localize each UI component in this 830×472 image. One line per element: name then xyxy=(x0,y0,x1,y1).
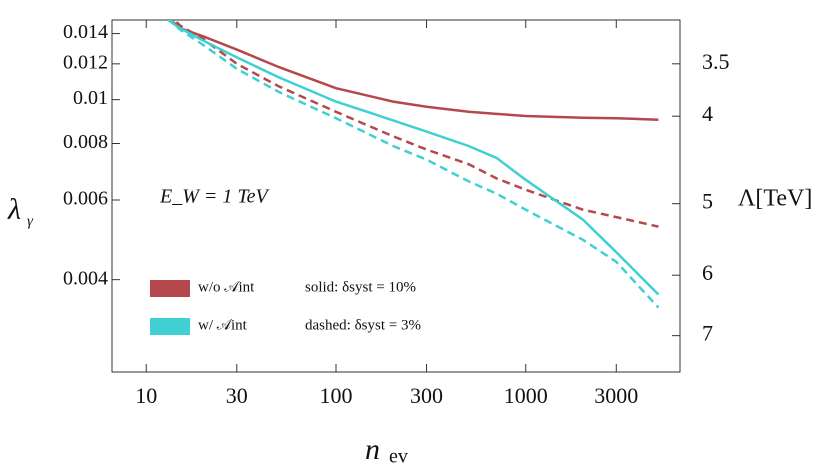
y2-tick-label: 6 xyxy=(702,260,713,285)
x-label-sub: ev xyxy=(389,446,408,468)
series-line xyxy=(168,20,659,121)
y-label: λ γ xyxy=(7,193,34,230)
annotation: E_W = 1 TeV xyxy=(159,186,271,208)
y-label-sub: γ xyxy=(27,213,34,229)
x-label-main: n xyxy=(365,433,380,466)
x-tick-label: 1000 xyxy=(504,383,548,408)
y2-tick-label: 4 xyxy=(702,101,713,126)
legend-swatch xyxy=(150,318,190,335)
legend-label: w/o 𝒜int xyxy=(198,279,255,295)
line-style-label: dashed: δsyst = 3% xyxy=(305,317,421,333)
y-tick-label: 0.014 xyxy=(63,21,108,43)
y2-tick-label: 5 xyxy=(702,189,713,214)
x-tick-label: 30 xyxy=(226,383,248,408)
series-line xyxy=(167,20,660,296)
y-tick-label: 0.008 xyxy=(63,131,108,153)
x-tick-label: 300 xyxy=(410,383,443,408)
y2-tick-label: 7 xyxy=(702,321,713,346)
y-label-main: λ xyxy=(7,193,21,226)
y-tick-label: 0.012 xyxy=(63,51,108,73)
legend-label: w/ 𝒜int xyxy=(198,317,248,333)
x-tick-label: 100 xyxy=(319,383,352,408)
x-label: n ev xyxy=(365,433,408,468)
y2-label: Λ[TeV] xyxy=(738,186,812,212)
line-style-label: solid: δsyst = 10% xyxy=(305,279,416,295)
y-tick-label: 0.006 xyxy=(63,188,108,210)
series-line xyxy=(173,20,659,228)
y2-tick-label: 3.5 xyxy=(702,49,730,74)
y-tick-label: 0.01 xyxy=(73,87,108,109)
plot-area xyxy=(167,20,660,309)
y-tick-label: 0.004 xyxy=(63,267,108,289)
legend-swatch xyxy=(150,280,190,297)
plot-frame xyxy=(111,19,681,373)
x-tick-label: 3000 xyxy=(594,383,638,408)
series-line xyxy=(168,20,660,309)
x-tick-label: 10 xyxy=(135,383,157,408)
